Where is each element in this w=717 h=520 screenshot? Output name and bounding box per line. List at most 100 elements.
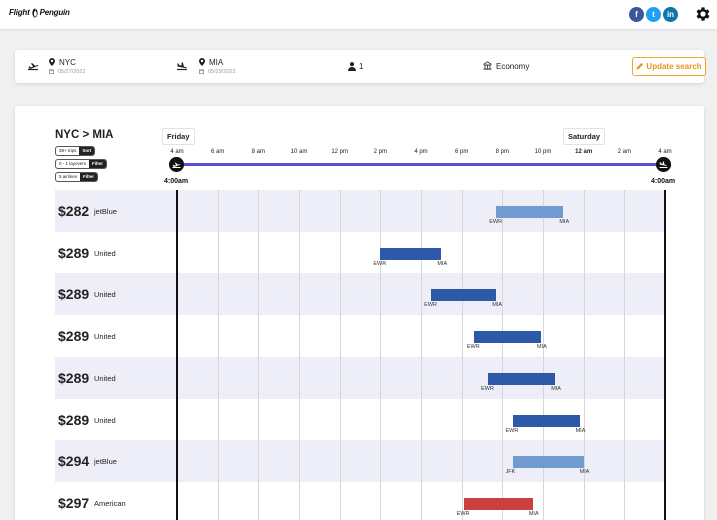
day-label-end: Saturday xyxy=(563,128,606,145)
time-tick-label: 4 pm xyxy=(414,149,428,155)
destination-date: 05/29/2022 xyxy=(208,69,236,75)
location-pin-icon xyxy=(49,58,55,66)
flight-row[interactable]: $289 United xyxy=(55,399,665,441)
hour-grid-line xyxy=(543,190,544,520)
flight-price: $289 xyxy=(58,369,90,386)
arrival-airport-code: MIA xyxy=(559,219,570,225)
flight-segment-bar[interactable] xyxy=(463,497,533,510)
location-pin-icon xyxy=(199,58,205,66)
hour-grid-line xyxy=(339,190,341,520)
arrival-airport-code: MIA xyxy=(437,260,448,267)
time-tick-label: 10 pm xyxy=(534,149,552,155)
flight-segment-bar[interactable] xyxy=(431,289,497,302)
top-bar: Flight Penguin f t in xyxy=(0,0,717,29)
layovers-chip-label: 0 - 1 layovers xyxy=(59,161,87,166)
takeoff-marker-icon[interactable] xyxy=(169,157,184,172)
origin-date: 05/27/2022 xyxy=(58,69,86,75)
arrival-airport-code: MIA xyxy=(528,510,539,517)
time-tick-label: 12 pm xyxy=(331,149,348,155)
flight-row[interactable]: $289 United xyxy=(55,315,665,357)
flight-price: $289 xyxy=(58,411,90,428)
arrival-airport-code: MIA xyxy=(575,427,586,434)
hour-grid-line xyxy=(502,190,504,520)
flight-price: $297 xyxy=(58,494,90,511)
layovers-filter-button[interactable]: Filter xyxy=(89,160,107,168)
flight-price: $294 xyxy=(58,453,90,470)
origin-field[interactable]: NYC 05/27/2022 xyxy=(25,50,175,83)
flight-price: $282 xyxy=(58,203,90,219)
cabin-field[interactable]: Economy xyxy=(481,50,601,83)
hour-grid-line xyxy=(624,190,626,520)
airlines-filter-button[interactable]: Filter xyxy=(80,173,98,181)
airline-name: United xyxy=(94,332,116,342)
landing-marker-icon[interactable] xyxy=(656,157,671,172)
departure-airport-code: JFK xyxy=(505,469,516,476)
hour-grid-line xyxy=(421,190,422,520)
end-time: 4:00am xyxy=(651,178,676,185)
flight-row[interactable]: $289 United xyxy=(55,273,665,316)
arrival-airport-code: MIA xyxy=(579,469,590,476)
flight-row[interactable]: $289 United xyxy=(55,356,665,399)
departure-airport-code: EWR xyxy=(481,385,494,392)
flight-segment-bar[interactable] xyxy=(473,331,541,344)
destination-code: MIA xyxy=(209,58,224,67)
destination-field[interactable]: MIA 05/29/2022 xyxy=(175,50,335,83)
departure-airport-code: EWR xyxy=(456,510,470,517)
time-tick-label: 2 pm xyxy=(373,149,387,155)
twitter-icon[interactable]: t xyxy=(646,7,661,22)
airline-name: United xyxy=(94,373,116,383)
timeline-start-line xyxy=(176,190,178,520)
start-time: 4:00am xyxy=(164,178,189,185)
trips-chip-label: 38+ trips xyxy=(59,148,77,153)
timeline-end-line xyxy=(664,190,666,520)
person-icon xyxy=(348,62,356,71)
airline-name: United xyxy=(94,290,116,300)
passenger-count: 1 xyxy=(359,62,364,71)
flight-segment-bar[interactable] xyxy=(488,372,556,385)
flight-segment-bar[interactable] xyxy=(380,247,442,260)
update-search-label: Update search xyxy=(646,62,702,71)
hour-grid-line xyxy=(380,190,382,520)
flight-segment-bar[interactable] xyxy=(496,206,564,218)
flight-row[interactable]: $282 jetBlue xyxy=(55,190,665,232)
layovers-chip[interactable]: 0 - 1 layovers Filter xyxy=(55,159,108,169)
departure-airport-code: EWR xyxy=(373,260,387,267)
hour-grid-line xyxy=(217,190,219,520)
time-tick-label: 12 am xyxy=(575,149,593,155)
airline-name: jetBlue xyxy=(94,207,117,216)
takeoff-icon xyxy=(28,63,39,71)
hour-grid-line xyxy=(461,190,463,520)
flight-row[interactable]: $289 United xyxy=(55,232,665,274)
facebook-icon[interactable]: f xyxy=(629,7,644,22)
day-label-start: Friday xyxy=(162,128,195,145)
departure-airport-code: EWR xyxy=(466,344,480,351)
sort-button[interactable]: Sort xyxy=(79,147,95,155)
time-tick-label: 6 am xyxy=(210,149,225,155)
flight-price: $289 xyxy=(58,286,90,303)
logo[interactable]: Flight Penguin xyxy=(9,7,70,18)
logo-text-flight: Flight xyxy=(9,8,30,17)
gear-icon[interactable] xyxy=(694,5,712,23)
cabin-class: Economy xyxy=(496,62,530,71)
linkedin-icon[interactable]: in xyxy=(663,7,678,22)
penguin-icon xyxy=(31,8,38,18)
flight-segment-bar[interactable] xyxy=(512,456,584,469)
update-search-button[interactable]: Update search xyxy=(632,57,706,76)
landing-icon xyxy=(177,62,187,71)
hour-grid-line xyxy=(258,190,260,520)
results-panel: NYC > MIA 38+ trips Sort 0 - 1 layovers … xyxy=(15,106,704,520)
hour-grid-line xyxy=(583,190,585,520)
flight-row[interactable]: $297 American xyxy=(55,482,665,520)
departure-airport-code: EWR xyxy=(424,302,437,309)
arrival-airport-code: MIA xyxy=(551,385,561,392)
origin-code: NYC xyxy=(59,58,76,67)
passengers-field[interactable]: 1 xyxy=(345,50,445,83)
departure-airport-code: EWR xyxy=(489,219,503,225)
flight-segment-bar[interactable] xyxy=(512,414,580,427)
time-tick-label: 8 pm xyxy=(495,149,509,155)
hour-grid-line xyxy=(299,190,300,520)
time-tick-label: 8 am xyxy=(251,149,265,155)
calendar-icon xyxy=(49,69,54,74)
airlines-chip[interactable]: 5 airlines Filter xyxy=(55,172,99,182)
trips-chip[interactable]: 38+ trips Sort xyxy=(55,146,96,156)
